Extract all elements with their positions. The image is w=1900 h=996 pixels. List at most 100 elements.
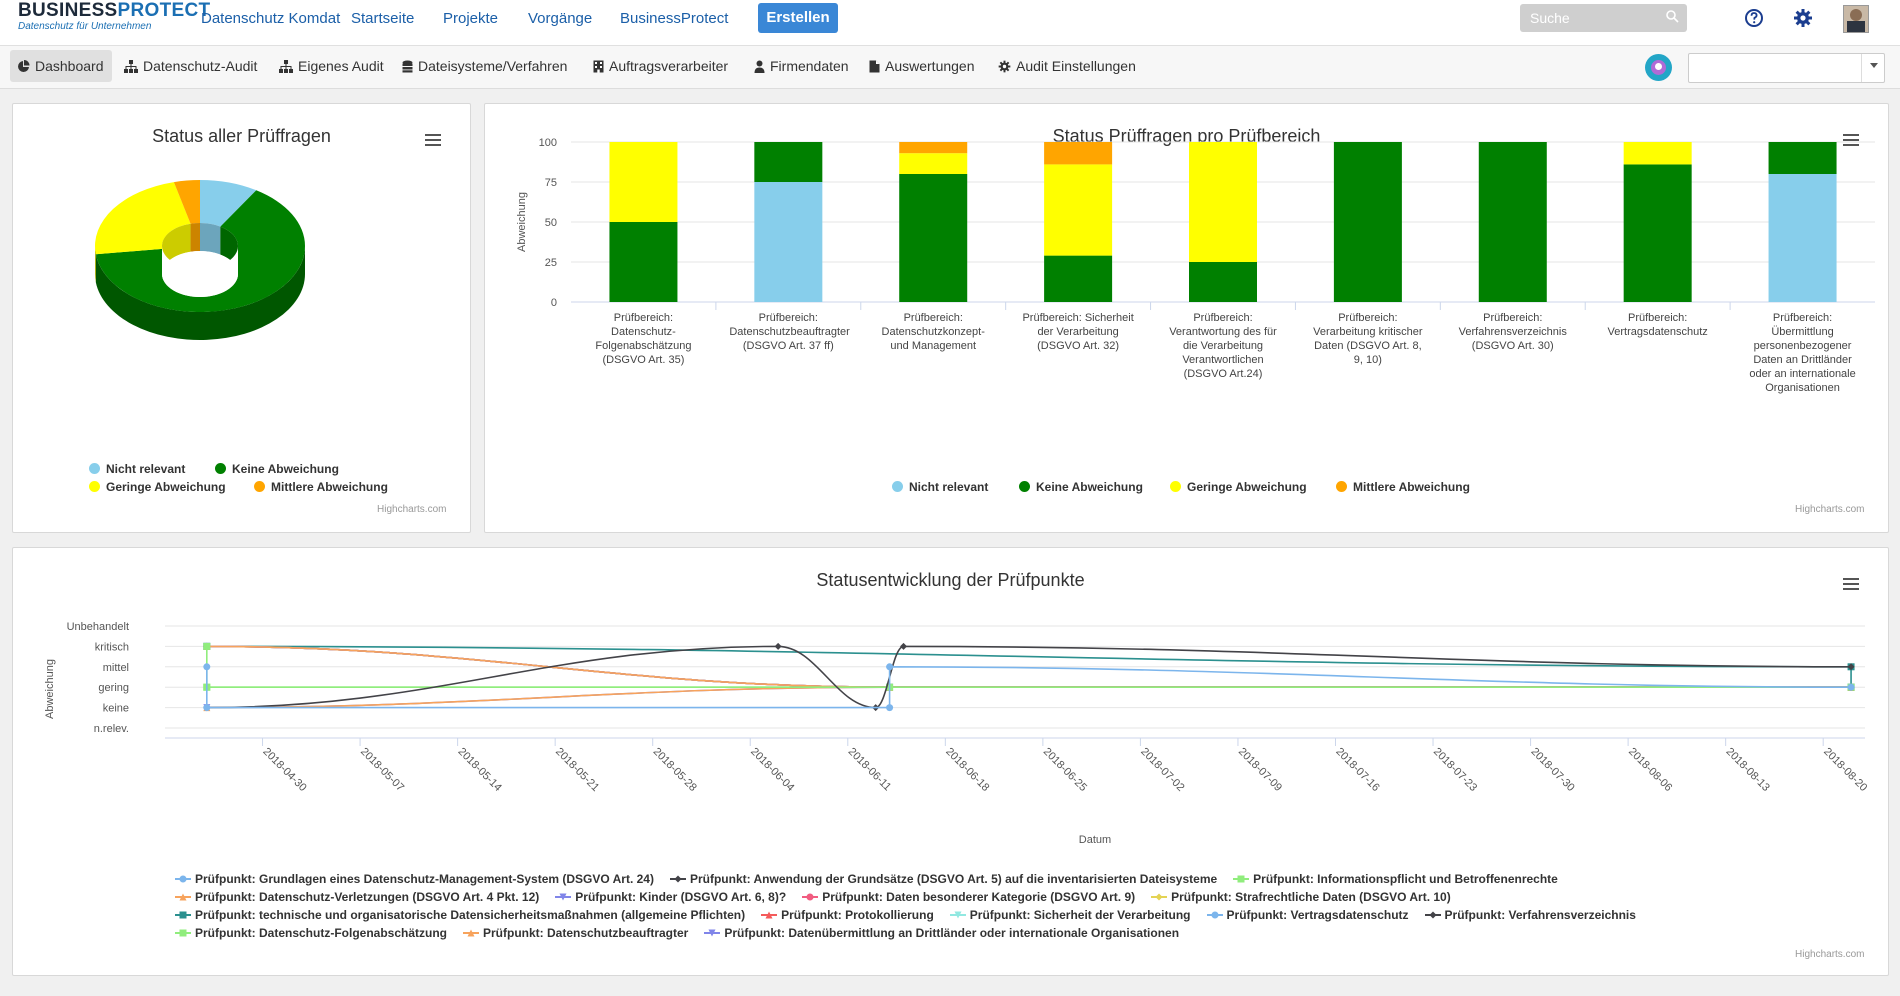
legend-item-nicht-relevant[interactable]: Nicht relevant — [892, 480, 988, 494]
nav-vorgaenge[interactable]: Vorgänge — [528, 10, 593, 27]
legend-item[interactable]: Prüfpunkt: Datenübermittlung an Drittlän… — [704, 926, 1179, 940]
legend-item[interactable]: Prüfpunkt: Anwendung der Grundsätze (DSG… — [669, 872, 1217, 886]
line-point — [1847, 683, 1855, 691]
tab-auswertungen[interactable]: Auswertungen — [869, 58, 975, 74]
legend-item[interactable]: Prüfpunkt: Sicherheit der Verarbeitung — [949, 908, 1191, 922]
legend-item-nicht-relevant[interactable]: Nicht relevant — [89, 462, 185, 476]
tab-label: Auftragsverarbeiter — [609, 58, 729, 74]
tab-auftragsverarbeiter[interactable]: Auftragsverarbeiter — [593, 58, 728, 74]
legend-item-geringe-abweichung[interactable]: Geringe Abweichung — [1170, 480, 1307, 494]
bar-segment — [609, 142, 678, 222]
line-series — [203, 663, 1855, 712]
legend-label: Prüfpunkt: Kinder (DSGVO Art. 6, 8)? — [575, 890, 787, 904]
legend-marker — [175, 893, 191, 901]
tab-audit-einstellungen[interactable]: Audit Einstellungen — [998, 58, 1136, 74]
bar-segment — [1623, 164, 1692, 302]
legend-item[interactable]: Prüfpunkt: technische und organisatorisc… — [175, 908, 745, 922]
legend-item[interactable]: Prüfpunkt: Vertragsdatenschutz — [1206, 908, 1409, 922]
chart-menu-icon[interactable] — [1843, 578, 1859, 590]
legend-item[interactable]: Prüfpunkt: Datenschutz-Folgenabschätzung — [175, 926, 447, 940]
highcharts-credits[interactable]: Highcharts.com — [1795, 949, 1865, 960]
tab-firmendaten[interactable]: Firmendaten — [754, 58, 849, 74]
search-input[interactable]: Suche — [1520, 4, 1687, 32]
gear-icon[interactable] — [1793, 8, 1813, 28]
legend-label: Keine Abweichung — [1036, 480, 1143, 494]
tab-dateisysteme-verfahren[interactable]: Dateisysteme/Verfahren — [402, 58, 567, 74]
tab-label: Firmendaten — [770, 58, 849, 74]
legend-label: Prüfpunkt: Datenschutzbeauftragter — [483, 926, 689, 940]
legend-item-mittlere-abweichung[interactable]: Mittlere Abweichung — [254, 480, 388, 494]
bar-segment — [1768, 142, 1837, 174]
legend-label: Prüfpunkt: Strafrechtliche Daten (DSGVO … — [1171, 890, 1451, 904]
legend-item[interactable]: Prüfpunkt: Datenschutz-Verletzungen (DSG… — [175, 890, 539, 904]
project-select[interactable] — [1688, 53, 1885, 83]
legend-label: Prüfpunkt: Datenübermittlung an Drittlän… — [724, 926, 1180, 940]
legend-marker — [1151, 893, 1168, 901]
line-point — [203, 704, 211, 712]
line-point — [1211, 911, 1219, 919]
legend-item-keine-abweichung[interactable]: Keine Abweichung — [1019, 480, 1143, 494]
legend-item[interactable]: Prüfpunkt: Daten besonderer Kategorie (D… — [802, 890, 1135, 904]
pie-chart-icon — [18, 59, 30, 72]
pie-chart — [95, 180, 306, 341]
line-point — [179, 893, 187, 901]
bar-segment — [1044, 164, 1113, 256]
legend-item[interactable]: Prüfpunkt: Protokollierung — [761, 908, 934, 922]
pie-slice — [95, 190, 306, 312]
legend-item-mittlere-abweichung[interactable]: Mittlere Abweichung — [1336, 480, 1470, 494]
legend-label: Prüfpunkt: Protokollierung — [781, 908, 934, 922]
tab-eigenes-audit[interactable]: Eigenes Audit — [279, 58, 384, 74]
x-tick-label: 2018-08-13 — [1724, 746, 1772, 794]
pie-hole — [162, 223, 238, 297]
legend-row: Prüfpunkt: Datenschutz-Verletzungen (DSG… — [175, 890, 1451, 904]
legend-marker — [1233, 875, 1250, 883]
legend-marker — [892, 481, 903, 492]
legend-item[interactable]: Prüfpunkt: Grundlagen eines Datenschutz-… — [175, 872, 654, 886]
nav-startseite[interactable]: Startseite — [351, 10, 415, 27]
assistant-avatar[interactable] — [1645, 54, 1672, 81]
legend-marker — [254, 481, 265, 492]
legend-label: Prüfpunkt: Verfahrensverzeichnis — [1444, 908, 1636, 922]
chart-menu-icon[interactable] — [1843, 134, 1859, 146]
legend-item[interactable]: Prüfpunkt: Datenschutzbeauftragter — [463, 926, 688, 940]
line-point — [1237, 875, 1245, 883]
help-circle-icon[interactable] — [1744, 8, 1764, 28]
line-point — [203, 663, 211, 671]
search-icon[interactable] — [1665, 9, 1679, 23]
legend-marker — [175, 911, 191, 919]
legend-item-keine-abweichung[interactable]: Keine Abweichung — [215, 462, 339, 476]
tab-label: Eigenes Audit — [298, 58, 384, 74]
sitemap-icon — [124, 59, 138, 73]
nav-datenschutz-komdat[interactable]: Datenschutz Komdat — [201, 10, 341, 27]
database-icon — [402, 60, 413, 72]
y-category-label: kritisch — [95, 641, 129, 653]
nav-businessprotect[interactable]: BusinessProtect — [620, 10, 729, 27]
chart-menu-icon[interactable] — [425, 134, 441, 146]
legend-marker — [89, 463, 100, 474]
tab-label: Audit Einstellungen — [1016, 58, 1136, 74]
highcharts-credits[interactable]: Highcharts.com — [1795, 504, 1865, 515]
legend-item[interactable]: Prüfpunkt: Informationspflicht und Betro… — [1233, 872, 1558, 886]
cog-icon — [998, 60, 1011, 72]
bar-segment — [1768, 174, 1837, 302]
legend-marker — [949, 911, 966, 919]
pie-hole-wall — [190, 223, 200, 252]
bar-segment — [899, 153, 968, 174]
legend-item-geringe-abweichung[interactable]: Geringe Abweichung — [89, 480, 226, 494]
legend-row: Prüfpunkt: Grundlagen eines Datenschutz-… — [175, 872, 1558, 886]
series-line — [206, 665, 1852, 709]
user-avatar[interactable] — [1843, 5, 1869, 33]
series-line — [206, 645, 1852, 709]
legend-label: Prüfpunkt: Vertragsdatenschutz — [1226, 908, 1409, 922]
tab-dashboard[interactable]: Dashboard — [17, 58, 104, 74]
line-point — [1155, 893, 1163, 901]
highcharts-credits[interactable]: Highcharts.com — [377, 504, 447, 515]
create-button[interactable]: Erstellen — [758, 3, 838, 33]
legend-item[interactable]: Prüfpunkt: Kinder (DSGVO Art. 6, 8)? — [555, 890, 786, 904]
legend-item[interactable]: Prüfpunkt: Strafrechtliche Daten (DSGVO … — [1151, 890, 1451, 904]
y-tick-label: 100 — [539, 137, 557, 149]
legend-item[interactable]: Prüfpunkt: Verfahrensverzeichnis — [1424, 908, 1636, 922]
nav-projekte[interactable]: Projekte — [443, 10, 499, 27]
legend-row: Prüfpunkt: technische und organisatorisc… — [175, 908, 1636, 922]
tab-datenschutz-audit[interactable]: Datenschutz-Audit — [124, 58, 257, 74]
